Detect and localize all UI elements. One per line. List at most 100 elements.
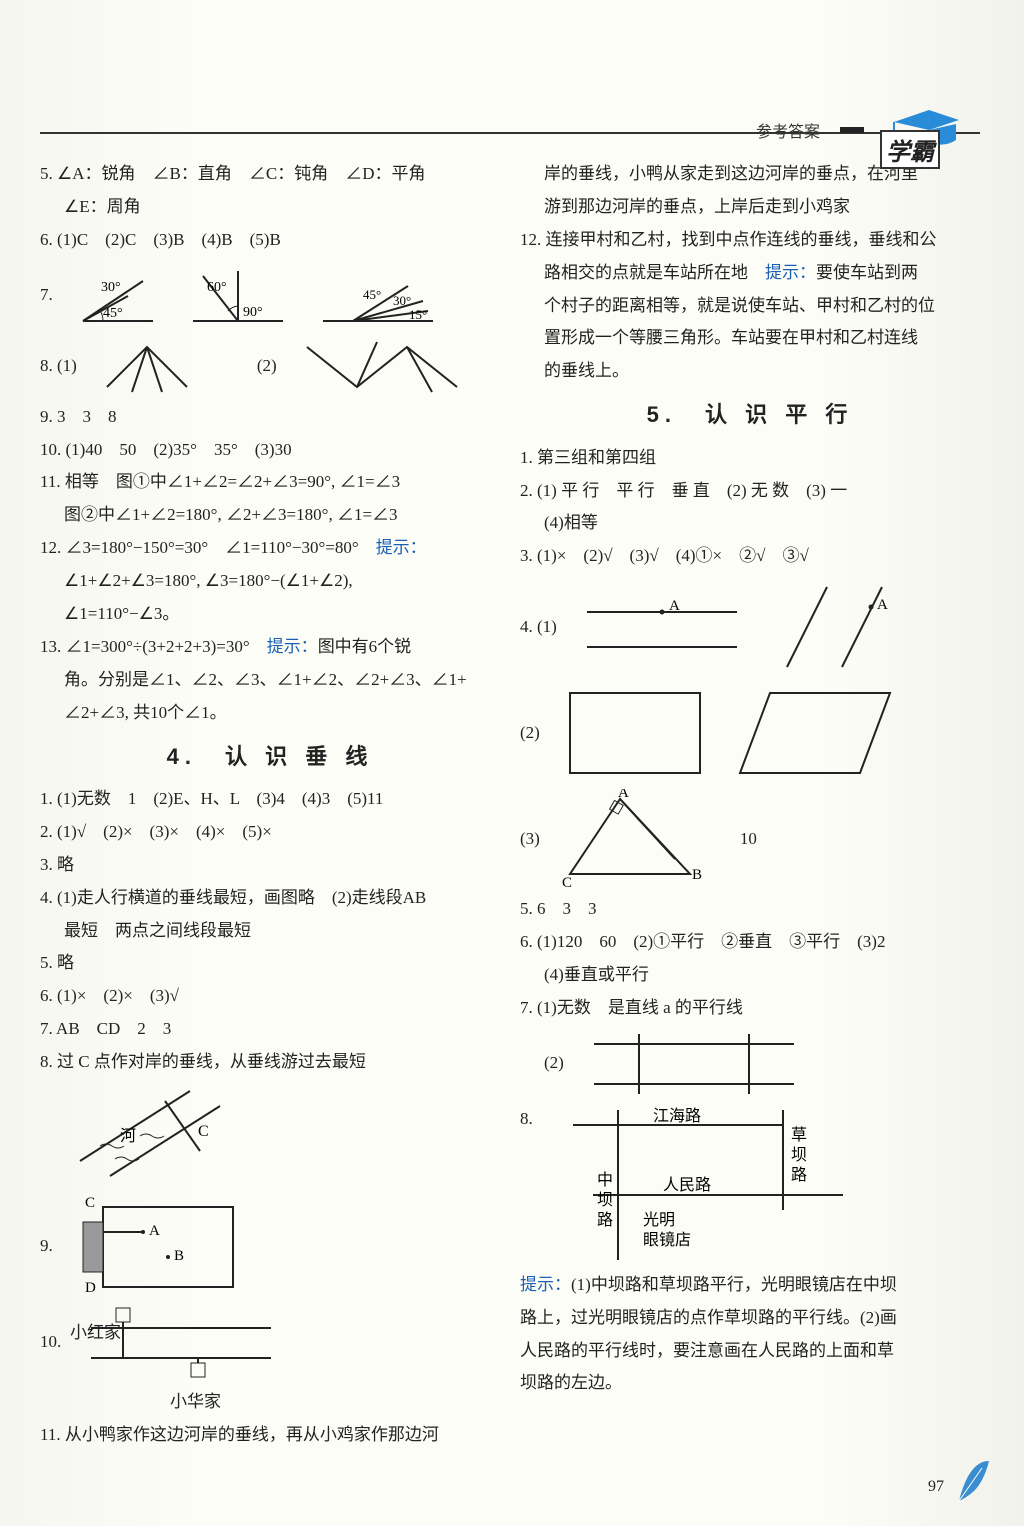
s4q9-B: B xyxy=(174,1248,184,1264)
page: 参考答案 学霸 5. ∠A：锐角 ∠B：直角 ∠C：钝角 ∠D：平角 ∠E：周角… xyxy=(0,0,1024,1526)
s5q4-2: (2) xyxy=(520,683,980,783)
hint8-t1: (1)中坝路和草坝路平行，光明眼镜店在中坝 xyxy=(571,1275,897,1294)
river-c: C xyxy=(198,1123,209,1140)
angle-b-2: 90° xyxy=(243,305,263,320)
s5q4-p1: 4. (1) xyxy=(520,613,557,642)
rq12-l2a: 路相交的点就是车站所在地 xyxy=(544,263,765,282)
s5q3: 3. (1)× (2)√ (3)√ (4)①× ②√ ③√ xyxy=(520,542,980,571)
q7-label: 7. xyxy=(40,281,53,310)
q12-hint-label: 提示： xyxy=(376,538,427,557)
q8-fig1 xyxy=(97,337,237,397)
s5q4-3: (3) A C B 10 xyxy=(520,789,980,889)
rq12-l4: 置形成一个等腰三角形。车站要在甲村和乙村连线 xyxy=(520,324,980,353)
s5q8-map: 江海路 草 坝 路 中 坝 路 人民路 光明 眼镜店 xyxy=(553,1105,853,1265)
s5q2-l1: 2. (1) 平 行 平 行 垂 直 (2) 无 数 (3) 一 xyxy=(520,477,980,506)
q8-label2: (2) xyxy=(257,352,277,381)
s5q4-A2: A xyxy=(877,597,888,613)
hint8: 提示：(1)中坝路和草坝路平行，光明眼镜店在中坝 xyxy=(520,1271,980,1300)
q12-main: 12. ∠3=180°−150°=30° ∠1=110°−30°=80° xyxy=(40,538,376,557)
s5q2-l2: (4)相等 xyxy=(520,509,980,538)
s5q7-p2: (2) xyxy=(520,1049,564,1078)
rq12-hint: 提示： xyxy=(765,263,816,282)
s5q4-paral xyxy=(730,683,900,783)
q8-label1: 8. (1) xyxy=(40,352,77,381)
s5q8-row: 8. 江海路 草 坝 路 中 坝 路 人民路 光明 眼镜店 xyxy=(520,1105,980,1265)
guangming2: 眼镜店 xyxy=(643,1230,691,1249)
hong-label: 小红家 xyxy=(70,1323,121,1342)
s5q4-A1: A xyxy=(669,598,680,614)
s4q9-D: D xyxy=(85,1280,96,1296)
angle-b-1: 60° xyxy=(207,280,227,295)
caoba2: 坝 xyxy=(791,1146,807,1164)
q8-figures: 8. (1) (2) xyxy=(40,337,500,397)
header-dash xyxy=(840,127,864,133)
caoba1: 草 xyxy=(791,1126,807,1144)
s5q4-p2: (2) xyxy=(520,719,540,748)
q8-fig2 xyxy=(297,337,467,397)
feather-icon xyxy=(954,1456,994,1506)
q13: 13. ∠1=300°÷(3+2+2+3)=30° 提示：图中有6个锐 xyxy=(40,633,500,662)
header-subtitle: 参考答案 xyxy=(756,118,820,142)
rq12-l3: 个村子的距离相等，就是说使车站、甲村和乙村的位 xyxy=(520,292,980,321)
hint8-t2: 路上，过光明眼镜店的点作草坝路的平行线。(2)画 xyxy=(520,1304,980,1333)
q7-angle-b: 60° 90° xyxy=(183,261,293,331)
q11-l1: 11. 相等 图①中∠1+∠2=∠2+∠3=90°, ∠1=∠3 xyxy=(40,468,500,497)
angle-a-2: 45° xyxy=(103,306,123,321)
s4q9-C: C xyxy=(85,1197,95,1211)
q10: 10. (1)40 50 (2)35° 35° (3)30 xyxy=(40,436,500,465)
s5q4-ten: 10 xyxy=(740,825,757,854)
logo: 学霸 xyxy=(874,100,964,160)
s5q4-rect xyxy=(560,683,710,783)
s5q4-triangle: A C B xyxy=(560,789,720,889)
hint8-t4: 坝路的左边。 xyxy=(520,1369,980,1398)
angle-a-1: 30° xyxy=(101,280,121,295)
s4q9-label: 9. xyxy=(40,1232,53,1261)
angle-c-2: 30° xyxy=(393,293,411,308)
s5q4-triC: C xyxy=(562,875,572,889)
left-column: 5. ∠A：锐角 ∠B：直角 ∠C：钝角 ∠D：平角 ∠E：周角 6. (1)C… xyxy=(40,160,500,1454)
s5q1: 1. 第三组和第四组 xyxy=(520,444,980,473)
s5q4-triA: A xyxy=(618,789,629,801)
s5q4-triB: B xyxy=(692,867,702,883)
q7-figures: 7. 30° 45° 60° 90° xyxy=(40,261,500,331)
hint8-t3: 人民路的平行线时，要注意画在人民路的上面和草 xyxy=(520,1337,980,1366)
zhongba2: 坝 xyxy=(597,1191,613,1209)
two-column-body: 5. ∠A：锐角 ∠B：直角 ∠C：钝角 ∠D：平角 ∠E：周角 6. (1)C… xyxy=(40,160,984,1454)
page-header: 参考答案 学霸 xyxy=(756,100,964,160)
q5-line2: ∠E：周角 xyxy=(40,193,500,222)
s5q7-2: (2) xyxy=(520,1029,980,1099)
q6: 6. (1)C (2)C (3)B (4)B (5)B xyxy=(40,226,500,255)
s5q6-l1: 6. (1)120 60 (2)①平行 ②垂直 ③平行 (3)2 xyxy=(520,928,980,957)
s4q9-fig: C D A B xyxy=(73,1197,243,1297)
q12-e2: ∠1=110°−∠3。 xyxy=(40,600,500,629)
q12-e1: ∠1+∠2+∠3=180°, ∠3=180°−(∠1+∠2), xyxy=(40,567,500,596)
s4q2: 2. (1)√ (2)× (3)× (4)× (5)× xyxy=(40,818,500,847)
s4q4-l1: 4. (1)走人行横道的垂线最短，画图略 (2)走线段AB xyxy=(40,884,500,913)
page-number: 97 xyxy=(928,1478,944,1496)
renmin: 人民路 xyxy=(663,1176,711,1194)
s5q6-l2: (4)垂直或平行 xyxy=(520,961,980,990)
q13-l3: ∠2+∠3, 共10个∠1。 xyxy=(40,699,500,728)
q11-l2: 图②中∠1+∠2=180°, ∠2+∠3=180°, ∠1=∠3 xyxy=(40,501,500,530)
s4q5: 5. 略 xyxy=(40,949,500,978)
rq12-l5: 的垂线上。 xyxy=(520,357,980,386)
q7-angle-c: 45° 30° 15° xyxy=(313,261,443,331)
s5q8-label: 8. xyxy=(520,1105,533,1134)
s4q6: 6. (1)× (2)× (3)√ xyxy=(40,982,500,1011)
s4q4-l2: 最短 两点之间线段最短 xyxy=(40,917,500,946)
section-4-title: 4. 认 识 垂 线 xyxy=(40,738,500,775)
s5q7-fig xyxy=(584,1029,804,1099)
s4q3: 3. 略 xyxy=(40,851,500,880)
cont11-l2: 游到那边河岸的垂点，上岸后走到小鸡家 xyxy=(520,193,980,222)
rq12-l2b: 要使车站到两 xyxy=(816,263,918,282)
rq12-l1: 12. 连接甲村和乙村，找到中点作连线的垂线，垂线和公 xyxy=(520,226,980,255)
zhongba3: 路 xyxy=(597,1211,613,1229)
jianghai: 江海路 xyxy=(653,1107,701,1125)
q13-main: 13. ∠1=300°÷(3+2+2+3)=30° xyxy=(40,637,267,656)
s4q1: 1. (1)无数 1 (2)E、H、L (3)4 (4)3 (5)11 xyxy=(40,785,500,814)
zhongba1: 中 xyxy=(597,1171,613,1189)
q12: 12. ∠3=180°−150°=30° ∠1=110°−30°=80° 提示： xyxy=(40,534,500,563)
s4q7: 7. AB CD 2 3 xyxy=(40,1015,500,1044)
s4q9-row: 9. C D A B xyxy=(40,1197,500,1297)
s5q5: 5. 6 3 3 xyxy=(520,895,980,924)
